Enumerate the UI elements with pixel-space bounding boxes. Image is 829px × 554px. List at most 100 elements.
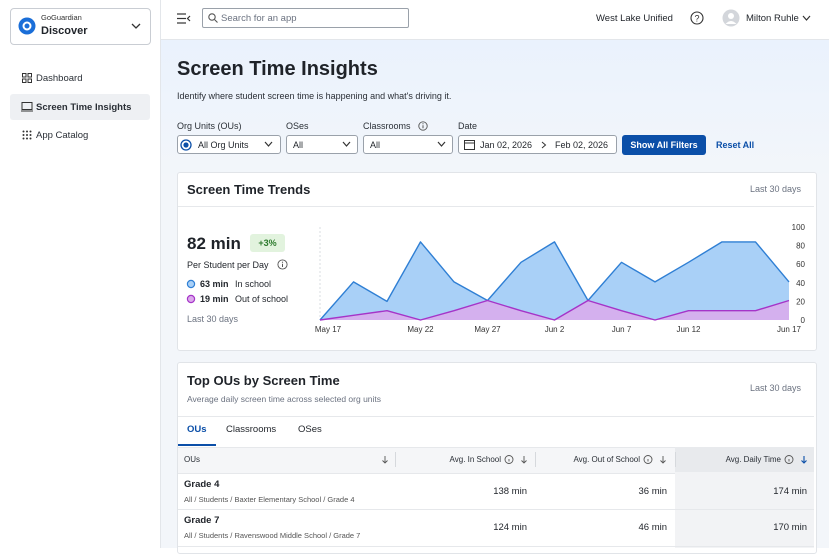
brand-name: GoGuardian — [41, 13, 82, 22]
date-range[interactable] — [458, 135, 617, 154]
total-time: 82 min — [187, 234, 241, 253]
filter-label: Org Units (OUs) — [177, 121, 242, 131]
chevron — [802, 15, 811, 21]
card-title: Screen Time Trends — [187, 182, 311, 197]
total-caption: Per Student per Day — [187, 260, 269, 270]
nav-item[interactable]: Dashboard — [36, 73, 83, 84]
svg-text:?: ? — [694, 14, 699, 24]
y-tick-label: 80 — [796, 242, 805, 251]
legend-label: In school — [235, 279, 272, 289]
column-header[interactable]: Avg. Out of School — [573, 455, 640, 464]
nav-item[interactable]: App Catalog — [36, 130, 89, 141]
tab[interactable]: Classrooms — [226, 424, 277, 435]
menu-toggle[interactable] — [177, 13, 191, 24]
series-line — [319, 299, 790, 321]
page-title: Screen Time Insights — [177, 58, 378, 80]
ou-path: All / Students / Ravenswood Middle Schoo… — [184, 531, 361, 540]
card-period: Last 30 days — [750, 184, 802, 194]
column-separator — [675, 452, 676, 467]
search-icon — [208, 13, 218, 23]
cell: 174 min — [773, 486, 807, 497]
chevron — [264, 141, 273, 147]
sidebar — [0, 0, 161, 548]
in-school-value: 63 min — [200, 279, 229, 289]
area-fill — [320, 241, 789, 320]
cell: 170 min — [773, 522, 807, 533]
divider — [178, 416, 814, 417]
chevron — [342, 141, 351, 147]
card-title: Top OUs by Screen Time — [187, 373, 340, 388]
brand-logo — [18, 17, 36, 35]
divider — [178, 206, 814, 207]
catalog-icon — [22, 130, 32, 140]
search-placeholder: Search for an app — [221, 13, 297, 24]
trend-chart: 0 20 40 60 80 100 May 17 May 22 May 27 Jun 2 Jun 7… — [315, 223, 806, 334]
column-header[interactable]: Avg. Daily Time — [725, 455, 781, 464]
ou-select[interactable]: All Org Units — [177, 135, 281, 154]
search-box[interactable] — [202, 8, 409, 28]
header-icons — [382, 455, 807, 464]
arrow — [541, 141, 547, 149]
x-tick-label: Jun 7 — [612, 325, 632, 334]
x-tick-label: May 27 — [474, 325, 501, 334]
x-tick-label: May 17 — [315, 325, 342, 334]
ou-radio — [180, 139, 192, 151]
x-tick-label: May 22 — [407, 325, 434, 334]
column-header[interactable]: OUs — [184, 455, 200, 464]
series-line — [319, 241, 790, 321]
show-all-filters-button[interactable]: Show All Filters — [622, 135, 706, 155]
filter-label: Classrooms — [363, 121, 411, 131]
row-divider — [178, 546, 814, 547]
page-subtitle: Identify where student screen time is ha… — [177, 91, 452, 101]
avatar[interactable] — [722, 9, 740, 27]
row-divider — [178, 509, 814, 510]
chevron — [131, 23, 141, 29]
y-tick-label: 40 — [796, 279, 805, 288]
legend-label: Out of school — [235, 294, 289, 304]
screen-icon — [21, 102, 33, 112]
ou-name[interactable]: Grade 7 — [184, 515, 220, 526]
y-tick-label: 100 — [792, 223, 806, 232]
chevron — [437, 141, 446, 147]
nav-active-bg — [10, 94, 150, 120]
cell: 36 min — [638, 486, 667, 497]
card-footer: Last 30 days — [187, 314, 239, 324]
topbar — [161, 0, 829, 40]
reset-all-link[interactable]: Reset All — [716, 140, 755, 150]
column-header[interactable]: Avg. In School — [449, 455, 501, 464]
legend-dots — [186, 279, 196, 304]
y-tick-label: 0 — [801, 316, 806, 325]
user-name[interactable]: Milton Ruhle — [746, 13, 799, 24]
help-icon[interactable]: ? — [690, 11, 704, 25]
x-tick-label: Jun 12 — [676, 325, 701, 334]
x-tick-label: Jun 2 — [545, 325, 565, 334]
tab-active[interactable]: OUs — [187, 424, 207, 435]
date-end: Feb 02, 2026 — [555, 140, 609, 150]
y-tick-label: 20 — [796, 297, 805, 306]
cell: 46 min — [638, 522, 667, 533]
calendar-icon — [464, 140, 475, 150]
y-tick-label: 60 — [796, 260, 805, 269]
cell: 124 min — [493, 522, 527, 533]
tab[interactable]: OSes — [298, 424, 322, 435]
info-icon — [418, 121, 428, 131]
dashboard-icon — [22, 73, 32, 83]
product-name: Discover — [41, 25, 88, 37]
ou-name[interactable]: Grade 4 — [184, 479, 220, 490]
date-start: Jan 02, 2026 — [480, 140, 533, 150]
sorted-header-bg — [675, 447, 814, 472]
card-subtitle: Average daily screen time across selecte… — [187, 394, 382, 404]
column-separator — [535, 452, 536, 467]
tab-underline — [178, 444, 216, 446]
out-school-value: 19 min — [200, 294, 229, 304]
product-switcher[interactable] — [10, 8, 151, 45]
filter-label: Date — [458, 121, 478, 131]
classroom-select[interactable]: All — [363, 135, 453, 154]
cell: 138 min — [493, 486, 527, 497]
nav-item[interactable]: Screen Time Insights — [36, 102, 132, 113]
filter-label: OSes — [286, 121, 309, 131]
ou-path: All / Students / Baxter Elementary Schoo… — [184, 495, 355, 504]
card-period: Last 30 days — [750, 383, 802, 393]
os-select[interactable]: All — [286, 135, 358, 154]
